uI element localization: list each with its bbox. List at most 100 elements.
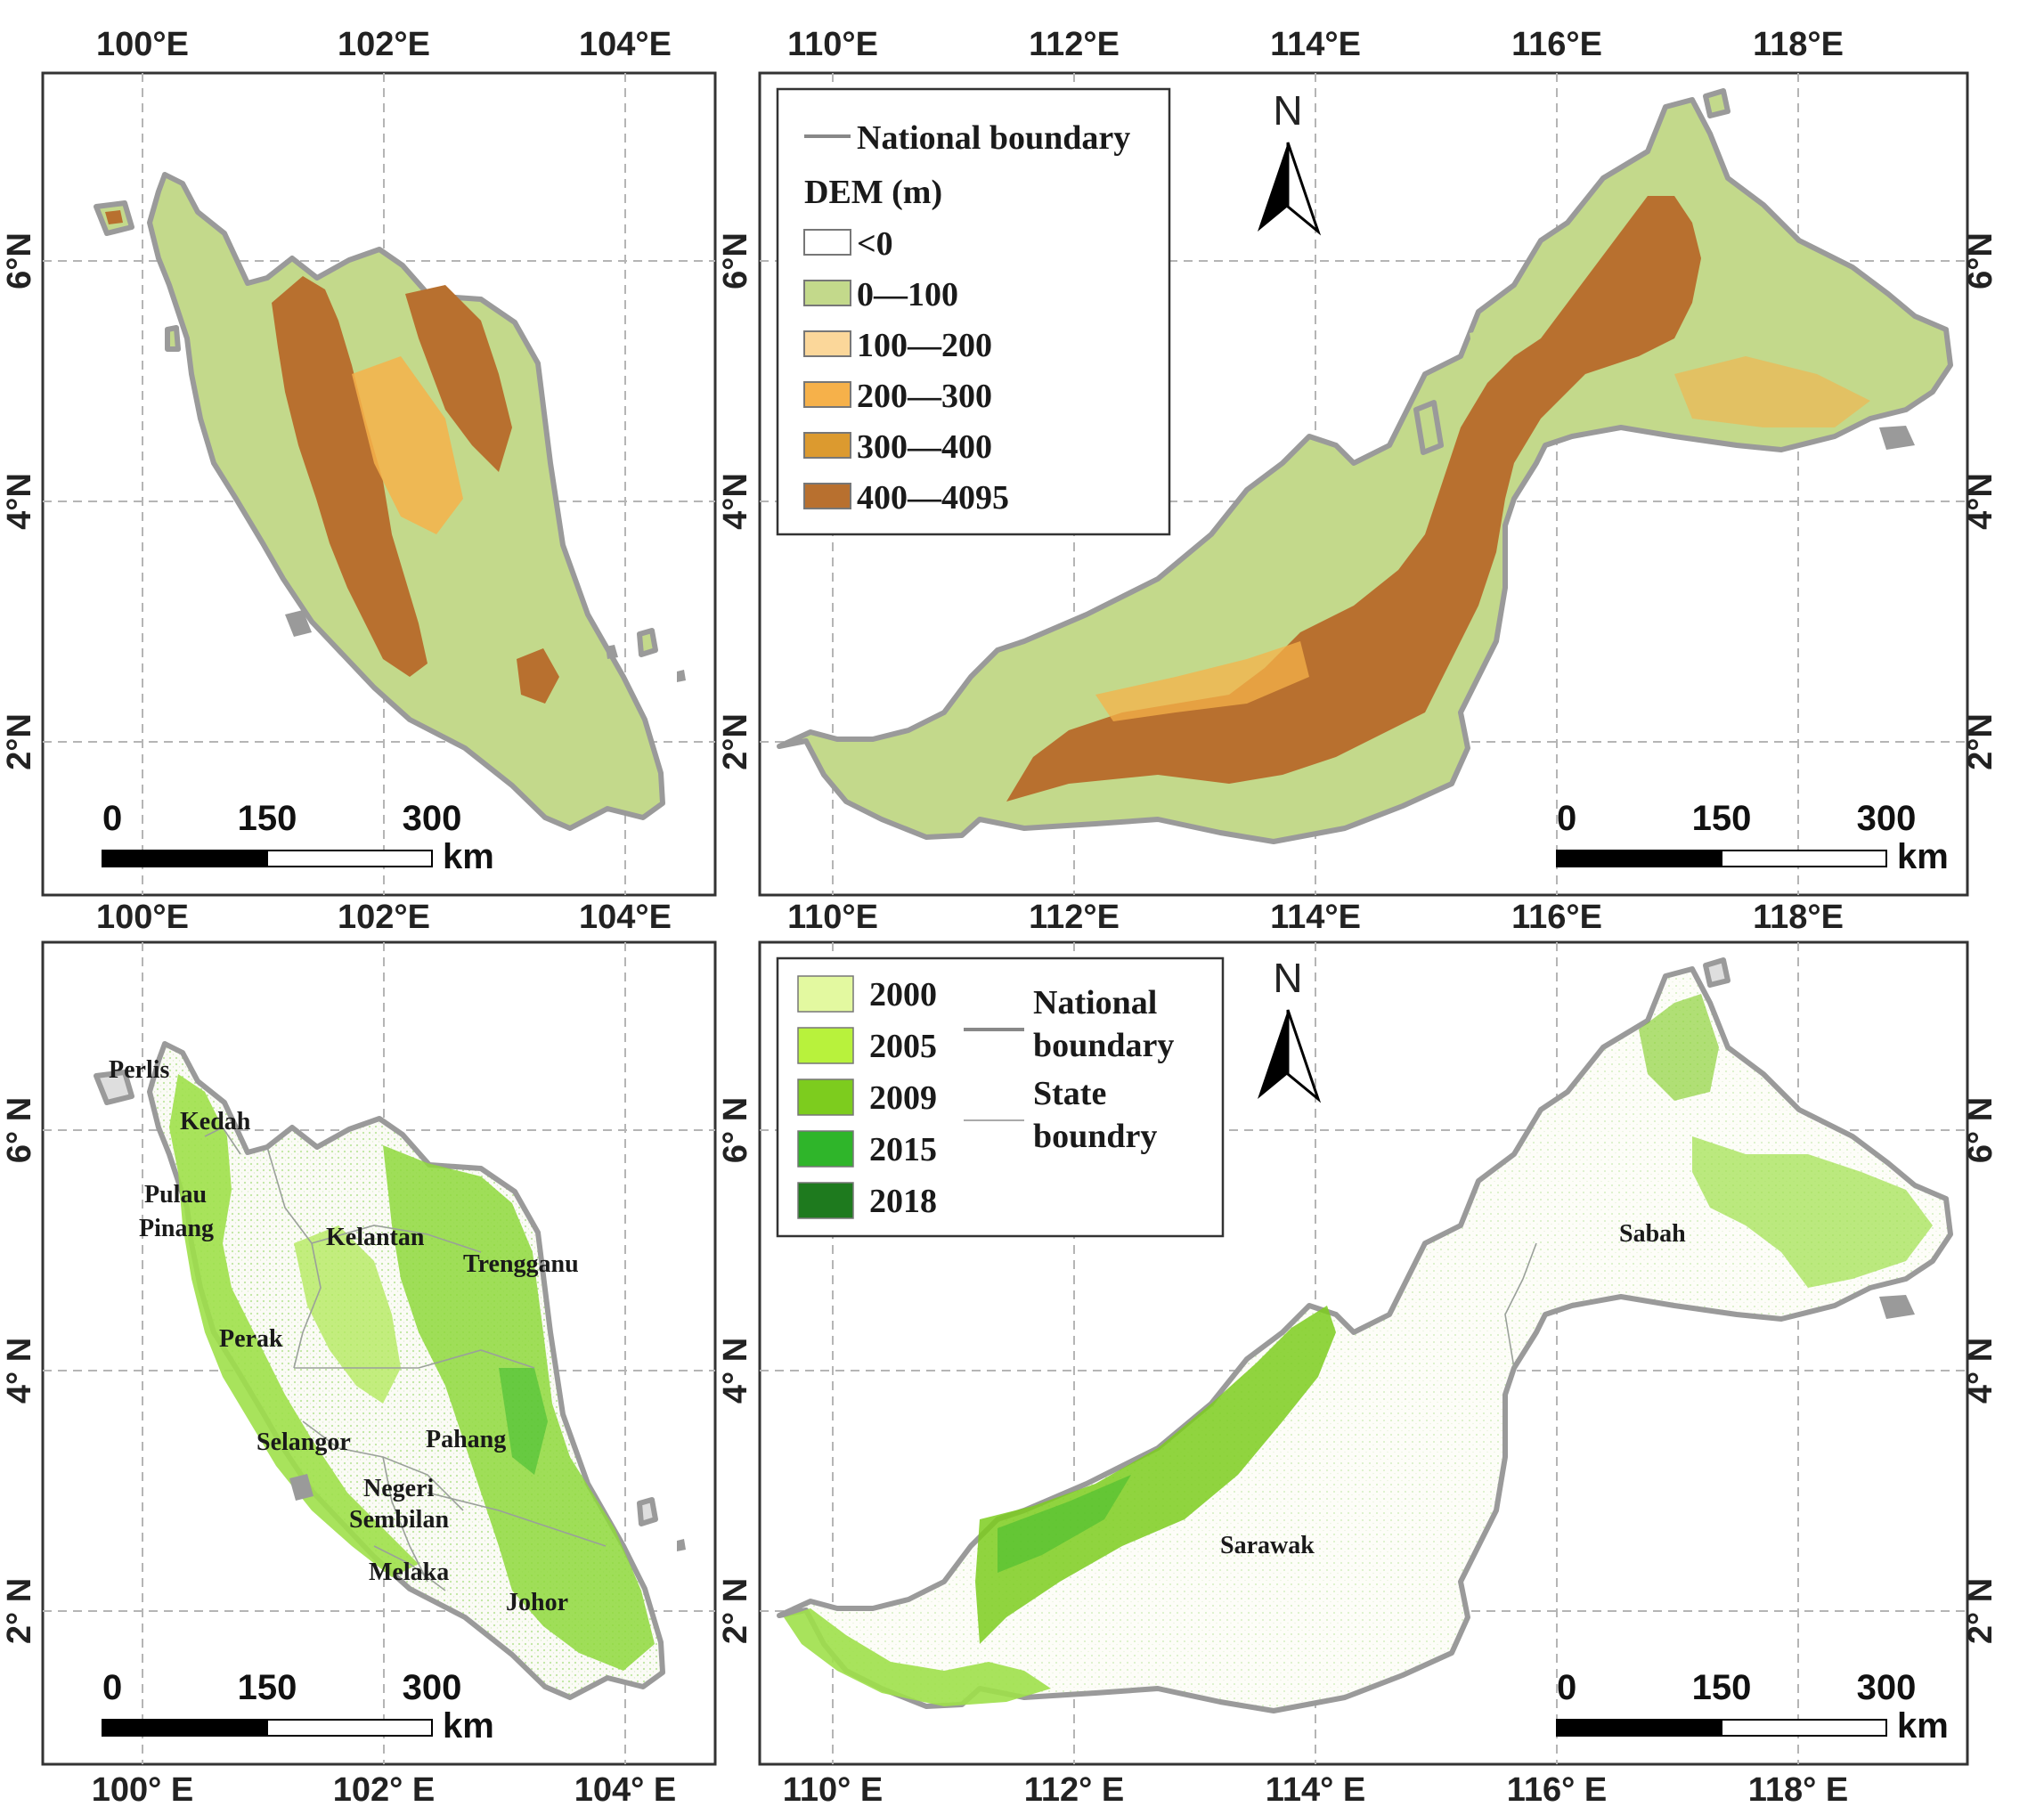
dem-legend-label: 0—100 — [857, 276, 958, 313]
year-legend-label: 2018 — [869, 1183, 937, 1220]
scale-bar-white-segment — [266, 1719, 433, 1737]
y-tick-label: 2°N — [717, 713, 754, 770]
year-legend-swatch — [797, 1078, 854, 1116]
x-tick-label: 112°E — [1029, 26, 1120, 63]
state-label: Pahang — [426, 1426, 506, 1453]
year-legend-label: 2009 — [869, 1079, 937, 1117]
region-label: Sabah — [1619, 1220, 1686, 1248]
y-tick-label: 2° N — [717, 1578, 754, 1644]
x-tick-label: 102°E — [338, 26, 430, 63]
state-boundaries — [204, 1126, 607, 1591]
x-tick-label: 100°E — [96, 26, 189, 63]
forest-peninsula-panel — [41, 940, 717, 1766]
north-arrow-left-half — [1258, 142, 1288, 232]
y-tick-label: 4° N — [717, 1338, 754, 1404]
dem-legend-label: 200—300 — [857, 378, 992, 415]
scale-bar-black-segment — [1556, 850, 1722, 867]
year-legend-label: 2000 — [869, 976, 937, 1013]
forest-central — [294, 1225, 401, 1404]
state-label: Kelantan — [326, 1224, 425, 1251]
scale-bar-black-segment — [102, 1719, 268, 1737]
x-tick-label: 110°E — [787, 899, 878, 936]
dem-legend-label: 100—200 — [857, 327, 992, 364]
x-tick-label: 104°E — [579, 26, 672, 63]
scale-bar-label: 150 — [1692, 799, 1752, 838]
north-arrow-right-half — [1286, 142, 1322, 236]
y-tick-label: 6°N — [1962, 232, 1999, 289]
scale-bar-label: 0 — [1557, 1668, 1576, 1707]
scale-bar-black-segment — [1556, 1719, 1722, 1737]
scale-bar-label: 150 — [238, 1668, 297, 1707]
dem-borneo-panel — [758, 71, 1969, 897]
forest-sarawak-coast — [975, 1306, 1336, 1644]
forest-dense-sarawak — [998, 1475, 1131, 1573]
scale-bar-label: 300 — [403, 1668, 462, 1707]
legend-national-label: boundary — [1033, 1027, 1174, 1064]
x-tick-label: 110°E — [787, 26, 878, 63]
borneo-hills-orange — [1095, 641, 1309, 721]
x-tick-label: 114° E — [1266, 1771, 1365, 1809]
scale-bar-unit: km — [443, 1706, 494, 1746]
year-legend-swatch — [797, 1182, 854, 1219]
x-tick-label: 114°E — [1270, 26, 1361, 63]
x-tick-label: 104° E — [574, 1771, 677, 1809]
forest-west-coast — [169, 1074, 419, 1577]
peninsula-highland-east — [405, 285, 512, 472]
x-tick-label: 100°E — [96, 899, 189, 936]
legend-state-label: State — [1033, 1075, 1106, 1112]
dem-peninsula-panel — [41, 71, 717, 897]
year-legend-label: 2005 — [869, 1028, 937, 1065]
y-tick-label: 6° N — [717, 1097, 754, 1163]
year-legend-label: 2015 — [869, 1131, 937, 1168]
state-label: Selangor — [257, 1428, 351, 1456]
dem-legend-swatch — [803, 381, 851, 408]
peninsula-foothills — [352, 356, 463, 534]
year-legend-swatch — [797, 1130, 854, 1168]
x-tick-label: 100° E — [92, 1771, 194, 1809]
y-tick-label: 4°N — [717, 473, 754, 530]
y-tick-label: 2° N — [1962, 1578, 1999, 1644]
x-tick-label: 114°E — [1270, 899, 1361, 936]
y-tick-label: 4° N — [1962, 1338, 1999, 1404]
year-legend-swatch — [797, 975, 854, 1013]
forest-borneo-panel — [758, 940, 1969, 1766]
dem-legend-swatch — [803, 483, 851, 509]
x-tick-label: 116°E — [1511, 899, 1602, 936]
state-label: Sembilan — [349, 1506, 449, 1534]
forest-sabah — [1692, 1136, 1933, 1288]
forest-sabah-north — [1639, 994, 1719, 1101]
y-tick-label: 2° N — [1, 1578, 38, 1644]
scale-bar-white-segment — [1721, 850, 1887, 867]
state-label: Negeri — [363, 1475, 435, 1502]
north-arrow-left-half — [1258, 1010, 1288, 1099]
dem-legend-swatch — [803, 432, 851, 459]
borneo-hills-sabah — [1674, 356, 1870, 427]
scale-bar-unit: km — [1897, 837, 1949, 876]
dem-legend-label: <0 — [857, 225, 893, 263]
north-arrow-label: N — [1273, 87, 1302, 134]
scale-bar-unit: km — [443, 837, 494, 876]
y-tick-label: 4°N — [1962, 473, 1999, 530]
forest-sarawak-west — [784, 1608, 1051, 1706]
x-tick-label: 104°E — [579, 899, 672, 936]
x-tick-label: 112° E — [1024, 1771, 1124, 1809]
scale-bar-label: 0 — [1557, 799, 1576, 838]
x-tick-label: 110° E — [783, 1771, 883, 1809]
x-tick-label: 102° E — [333, 1771, 436, 1809]
peninsula-highland-west — [272, 276, 428, 677]
y-tick-label: 6° N — [1962, 1097, 1999, 1163]
state-label: Pulau — [144, 1181, 207, 1209]
scale-bar-unit: km — [1897, 1706, 1949, 1746]
state-label: Trengganu — [463, 1250, 579, 1278]
peninsula-south-hills — [517, 648, 559, 704]
y-tick-label: 4°N — [1, 473, 38, 530]
x-tick-label: 112°E — [1029, 899, 1120, 936]
scale-bar-label: 0 — [102, 799, 122, 838]
dem-legend-label: 400—4095 — [857, 479, 1009, 517]
sabah-sarawak-border — [1504, 1242, 1537, 1369]
region-label: Sarawak — [1220, 1532, 1315, 1559]
dem-legend-swatch — [803, 280, 851, 306]
state-label: Perak — [219, 1325, 283, 1353]
north-arrow-label: N — [1273, 955, 1302, 1001]
x-tick-label: 116° E — [1507, 1771, 1607, 1809]
